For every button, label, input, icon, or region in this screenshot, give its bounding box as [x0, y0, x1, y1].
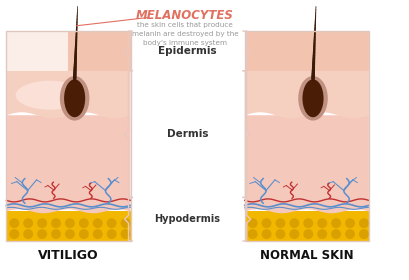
Polygon shape: [245, 211, 369, 241]
Polygon shape: [7, 115, 130, 213]
Circle shape: [331, 229, 341, 239]
Text: MELANOCYTES: MELANOCYTES: [136, 9, 234, 22]
Circle shape: [276, 229, 285, 239]
Ellipse shape: [60, 76, 90, 121]
Circle shape: [359, 218, 369, 228]
Circle shape: [121, 218, 130, 228]
Circle shape: [331, 218, 341, 228]
Ellipse shape: [302, 80, 324, 117]
Circle shape: [262, 229, 272, 239]
Circle shape: [317, 218, 327, 228]
Ellipse shape: [64, 80, 85, 117]
Polygon shape: [245, 115, 369, 213]
Circle shape: [248, 229, 258, 239]
Ellipse shape: [16, 81, 84, 110]
Polygon shape: [68, 31, 130, 71]
Circle shape: [51, 229, 61, 239]
Circle shape: [121, 229, 130, 239]
Circle shape: [9, 229, 19, 239]
Circle shape: [37, 218, 47, 228]
Polygon shape: [7, 71, 130, 118]
Circle shape: [23, 218, 33, 228]
Text: Hypodermis: Hypodermis: [155, 214, 220, 224]
Ellipse shape: [298, 76, 328, 121]
Circle shape: [290, 229, 299, 239]
Circle shape: [248, 218, 258, 228]
Circle shape: [65, 218, 75, 228]
Circle shape: [303, 218, 313, 228]
Circle shape: [345, 218, 355, 228]
Polygon shape: [245, 71, 369, 118]
Text: NORMAL SKIN: NORMAL SKIN: [260, 249, 354, 262]
Circle shape: [262, 218, 272, 228]
Circle shape: [359, 229, 369, 239]
Polygon shape: [7, 31, 68, 71]
Circle shape: [345, 229, 355, 239]
Circle shape: [9, 218, 19, 228]
Circle shape: [79, 229, 89, 239]
Circle shape: [93, 229, 103, 239]
Circle shape: [51, 218, 61, 228]
Circle shape: [317, 229, 327, 239]
Circle shape: [79, 218, 89, 228]
Circle shape: [93, 218, 103, 228]
Text: Dermis: Dermis: [167, 129, 208, 139]
Text: the skin cells that produce
melanin are destroyed by the
body's immune system: the skin cells that produce melanin are …: [132, 22, 238, 46]
Circle shape: [107, 229, 117, 239]
Polygon shape: [7, 211, 130, 241]
Circle shape: [276, 218, 285, 228]
Circle shape: [107, 218, 117, 228]
Circle shape: [23, 229, 33, 239]
Text: VITILIGO: VITILIGO: [38, 249, 99, 262]
Text: Epidermis: Epidermis: [158, 46, 217, 56]
Polygon shape: [245, 31, 369, 71]
Circle shape: [65, 229, 75, 239]
Circle shape: [37, 229, 47, 239]
Circle shape: [303, 229, 313, 239]
Circle shape: [290, 218, 299, 228]
